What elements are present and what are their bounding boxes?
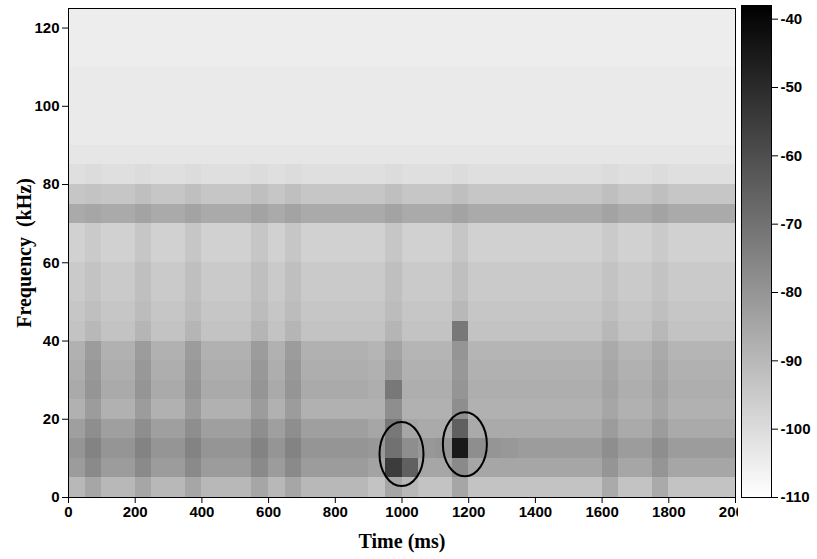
svg-text:800: 800 <box>323 503 348 520</box>
svg-text:0: 0 <box>64 503 72 520</box>
svg-text:40: 40 <box>43 332 60 349</box>
svg-text:-40: -40 <box>781 10 803 27</box>
svg-text:120: 120 <box>34 19 59 36</box>
svg-text:-90: -90 <box>781 352 803 369</box>
svg-text:-70: -70 <box>781 215 803 232</box>
svg-text:-50: -50 <box>781 78 803 95</box>
svg-text:2000: 2000 <box>719 503 738 520</box>
svg-text:Frequency (kHz): Frequency (kHz) <box>13 178 36 328</box>
svg-text:1800: 1800 <box>652 503 685 520</box>
svg-text:400: 400 <box>189 503 214 520</box>
svg-text:-80: -80 <box>781 283 803 300</box>
svg-text:200: 200 <box>123 503 148 520</box>
svg-text:-100: -100 <box>781 420 811 437</box>
svg-text:-110: -110 <box>781 488 810 505</box>
svg-text:60: 60 <box>43 254 60 271</box>
svg-text:-60: -60 <box>781 147 803 164</box>
svg-text:600: 600 <box>256 503 281 520</box>
svg-text:0: 0 <box>51 488 59 505</box>
svg-text:20: 20 <box>43 410 60 427</box>
svg-text:1000: 1000 <box>385 503 418 520</box>
svg-text:80: 80 <box>43 175 60 192</box>
svg-text:1600: 1600 <box>585 503 618 520</box>
svg-text:1400: 1400 <box>519 503 552 520</box>
svg-text:Time (ms): Time (ms) <box>359 530 446 553</box>
svg-text:100: 100 <box>34 97 59 114</box>
svg-text:1200: 1200 <box>452 503 485 520</box>
